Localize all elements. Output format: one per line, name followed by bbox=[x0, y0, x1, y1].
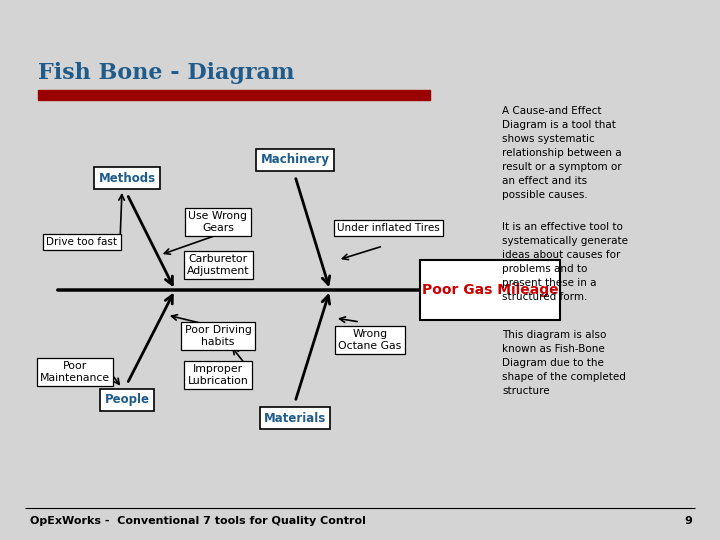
Text: Wrong
Octane Gas: Wrong Octane Gas bbox=[338, 329, 402, 351]
Text: Poor
Maintenance: Poor Maintenance bbox=[40, 361, 110, 383]
Text: Machinery: Machinery bbox=[261, 153, 330, 166]
Text: Materials: Materials bbox=[264, 411, 326, 424]
Bar bbox=[38, 90, 430, 100]
Text: 9: 9 bbox=[684, 516, 692, 526]
Text: Under inflated Tires: Under inflated Tires bbox=[337, 223, 439, 233]
Text: People: People bbox=[104, 394, 150, 407]
Text: Carburetor
Adjustment: Carburetor Adjustment bbox=[186, 254, 249, 276]
Text: Poor Gas Mileage: Poor Gas Mileage bbox=[422, 283, 558, 297]
Text: Use Wrong
Gears: Use Wrong Gears bbox=[189, 211, 248, 233]
Text: This diagram is also
known as Fish-Bone
Diagram due to the
shape of the complete: This diagram is also known as Fish-Bone … bbox=[502, 330, 626, 396]
Text: It is an effective tool to
systematically generate
ideas about causes for
proble: It is an effective tool to systematicall… bbox=[502, 222, 628, 302]
Text: Fish Bone - Diagram: Fish Bone - Diagram bbox=[38, 62, 294, 84]
Text: A Cause-and Effect
Diagram is a tool that
shows systematic
relationship between : A Cause-and Effect Diagram is a tool tha… bbox=[502, 106, 621, 200]
Text: Methods: Methods bbox=[99, 172, 156, 185]
Text: Drive too fast: Drive too fast bbox=[47, 237, 117, 247]
FancyBboxPatch shape bbox=[420, 260, 560, 320]
Text: Poor Driving
habits: Poor Driving habits bbox=[184, 325, 251, 347]
Text: OpExWorks -  Conventional 7 tools for Quality Control: OpExWorks - Conventional 7 tools for Qua… bbox=[30, 516, 366, 526]
Text: Improper
Lubrication: Improper Lubrication bbox=[188, 364, 248, 386]
